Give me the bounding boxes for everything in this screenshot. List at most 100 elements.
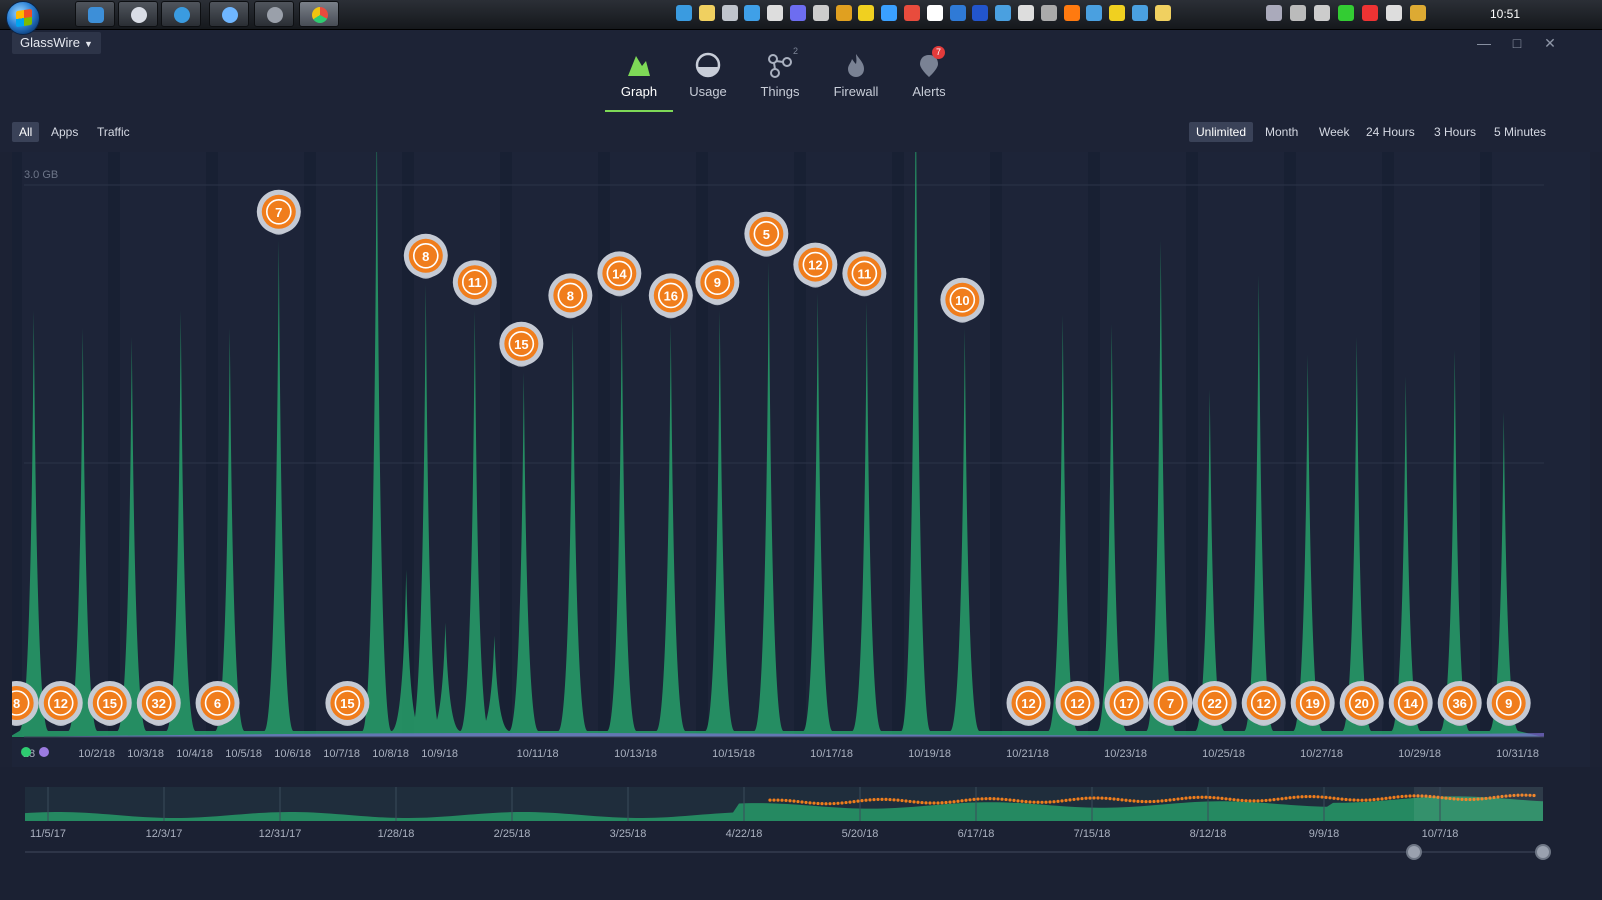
alert-pin[interactable]: 12	[1006, 681, 1051, 726]
alert-pin[interactable]: 10	[940, 277, 985, 323]
tray-notification-icon[interactable]	[1290, 5, 1306, 21]
y-axis-max-label: 3.0 GB	[24, 169, 59, 181]
taskbar-glasswire-button[interactable]	[299, 1, 339, 27]
close-button[interactable]: ✕	[1544, 35, 1556, 51]
tray-app-icon[interactable]	[790, 5, 806, 21]
maximize-button[interactable]: □	[1512, 35, 1522, 51]
alert-pin[interactable]: 15	[499, 321, 544, 367]
tray-app-icon[interactable]	[995, 5, 1012, 21]
tray-app-icon[interactable]	[1154, 5, 1171, 21]
range-week[interactable]: Week	[1319, 125, 1350, 139]
range-5-minutes[interactable]: 5 Minutes	[1494, 125, 1547, 139]
tray-app-icon[interactable]	[835, 5, 852, 21]
alert-pin[interactable]: 11	[842, 251, 887, 297]
tray-app-icon[interactable]	[881, 5, 898, 21]
tray-app-icon[interactable]	[744, 5, 761, 21]
alert-pin[interactable]: 8	[403, 233, 448, 279]
tab-usage[interactable]: Usage	[674, 52, 742, 99]
alert-pin[interactable]: 12	[1055, 681, 1100, 726]
alert-pin[interactable]: 6	[195, 681, 240, 726]
taskbar-app-1-button[interactable]	[75, 1, 115, 27]
filter-apps[interactable]: Apps	[51, 125, 79, 139]
taskbar-app-2-button[interactable]	[118, 1, 158, 27]
alert-pin[interactable]: 15	[325, 681, 370, 726]
alert-pin[interactable]: 11	[452, 260, 497, 306]
minimize-button[interactable]: —	[1477, 35, 1491, 51]
alert-pin[interactable]: 16	[648, 273, 693, 319]
timeline-tick-label: 9/9/18	[1309, 828, 1340, 840]
alert-pin[interactable]: 9	[695, 260, 740, 306]
timeline-plot[interactable]: 11/5/17 12/3/17 12/31/17 1/28/18 2/25/18 3/25…	[0, 767, 1602, 900]
timeline-range-track[interactable]	[25, 851, 1543, 853]
tray-notification-icon[interactable]	[1266, 5, 1282, 21]
timeline-alert-dot	[836, 801, 840, 805]
alert-pin[interactable]: 20	[1339, 681, 1384, 726]
tray-app-icon[interactable]	[926, 5, 943, 21]
alert-pin[interactable]: 32	[136, 681, 181, 726]
network-graph[interactable]: '1810/2/1810/3/1810/4/1810/5/1810/6/1810…	[12, 152, 1590, 767]
tray-notification-icon[interactable]	[1362, 5, 1378, 21]
clock[interactable]: 10:51	[1490, 7, 1521, 21]
tab-graph[interactable]: Graph	[605, 52, 673, 99]
range-24-hours[interactable]: 24 Hours	[1366, 125, 1415, 139]
tray-app-icon[interactable]	[858, 5, 875, 21]
app-menu-button[interactable]: GlassWire ▼	[12, 32, 101, 54]
alert-pin[interactable]: 22	[1192, 681, 1237, 726]
range-start-handle[interactable]	[1406, 844, 1422, 860]
tray-app-icon[interactable]	[698, 5, 715, 21]
tray-app-icon[interactable]	[1063, 5, 1080, 21]
x-tick-label: 10/13/18	[614, 748, 657, 760]
alert-pin[interactable]: 12	[793, 242, 838, 288]
timeline-alert-dot	[772, 798, 776, 802]
filter-all[interactable]: All	[12, 122, 40, 142]
alert-pin[interactable]: 36	[1437, 681, 1482, 726]
range-end-handle[interactable]	[1535, 844, 1551, 860]
tray-app-icon[interactable]	[767, 5, 784, 21]
timeline-alert-dot	[1268, 798, 1272, 802]
alert-pin[interactable]: 9	[1486, 681, 1531, 726]
alert-pin[interactable]: 14	[1388, 681, 1433, 726]
range-month[interactable]: Month	[1265, 125, 1299, 139]
timeline-alert-dot	[1264, 798, 1268, 803]
tray-app-icon[interactable]	[721, 5, 738, 21]
tab-alerts[interactable]: 7 Alerts	[895, 46, 963, 99]
alert-pin[interactable]: 8	[548, 273, 593, 319]
alert-pin[interactable]: 14	[597, 251, 642, 297]
tray-app-icon[interactable]	[812, 5, 829, 21]
timeline-alert-dot	[1284, 796, 1288, 800]
alert-pin[interactable]: 12	[1241, 681, 1286, 726]
range-3-hours[interactable]: 3 Hours	[1434, 125, 1477, 139]
tray-app-icon[interactable]	[676, 5, 692, 21]
timeline-alert-dot	[1084, 796, 1088, 800]
alert-pin[interactable]: 5	[744, 211, 789, 257]
alert-pin[interactable]: 19	[1290, 681, 1335, 726]
tray-app-icon[interactable]	[1132, 5, 1148, 21]
tray-app-icon[interactable]	[949, 5, 966, 21]
tray-notification-icon[interactable]	[1386, 5, 1402, 21]
tray-app-icon[interactable]	[1040, 5, 1057, 21]
tab-things[interactable]: 2 Things	[746, 46, 814, 99]
alert-pin[interactable]: 15	[87, 681, 132, 726]
filter-traffic[interactable]: Traffic	[97, 125, 130, 139]
taskbar-app-5-button[interactable]	[254, 1, 294, 27]
tray-notification-icon[interactable]	[1410, 5, 1426, 21]
tray-notification-icon[interactable]	[1314, 5, 1330, 21]
start-button[interactable]	[6, 1, 40, 35]
tray-app-icon[interactable]	[972, 5, 989, 21]
tray-app-icon[interactable]	[904, 5, 920, 21]
range-unlimited[interactable]: Unlimited	[1189, 122, 1254, 142]
tray-app-icon[interactable]	[1109, 5, 1126, 21]
tab-firewall[interactable]: Firewall	[822, 52, 890, 99]
taskbar-internet-explorer-button[interactable]	[161, 1, 201, 27]
alert-pin[interactable]: 8	[12, 681, 39, 726]
alert-pin[interactable]: 17	[1104, 681, 1149, 726]
alert-pin[interactable]: 12	[38, 681, 83, 726]
tray-app-icon[interactable]	[1018, 5, 1034, 21]
taskbar-app-4-button[interactable]	[209, 1, 249, 27]
tray-notification-icon[interactable]	[1338, 5, 1354, 21]
alert-pin[interactable]: 7	[1148, 681, 1193, 726]
timeline-tick-label: 12/31/17	[259, 828, 302, 840]
tray-app-icon[interactable]	[1086, 5, 1103, 21]
alert-pin[interactable]: 7	[256, 189, 301, 235]
timeline-alert-dot	[1260, 799, 1264, 803]
